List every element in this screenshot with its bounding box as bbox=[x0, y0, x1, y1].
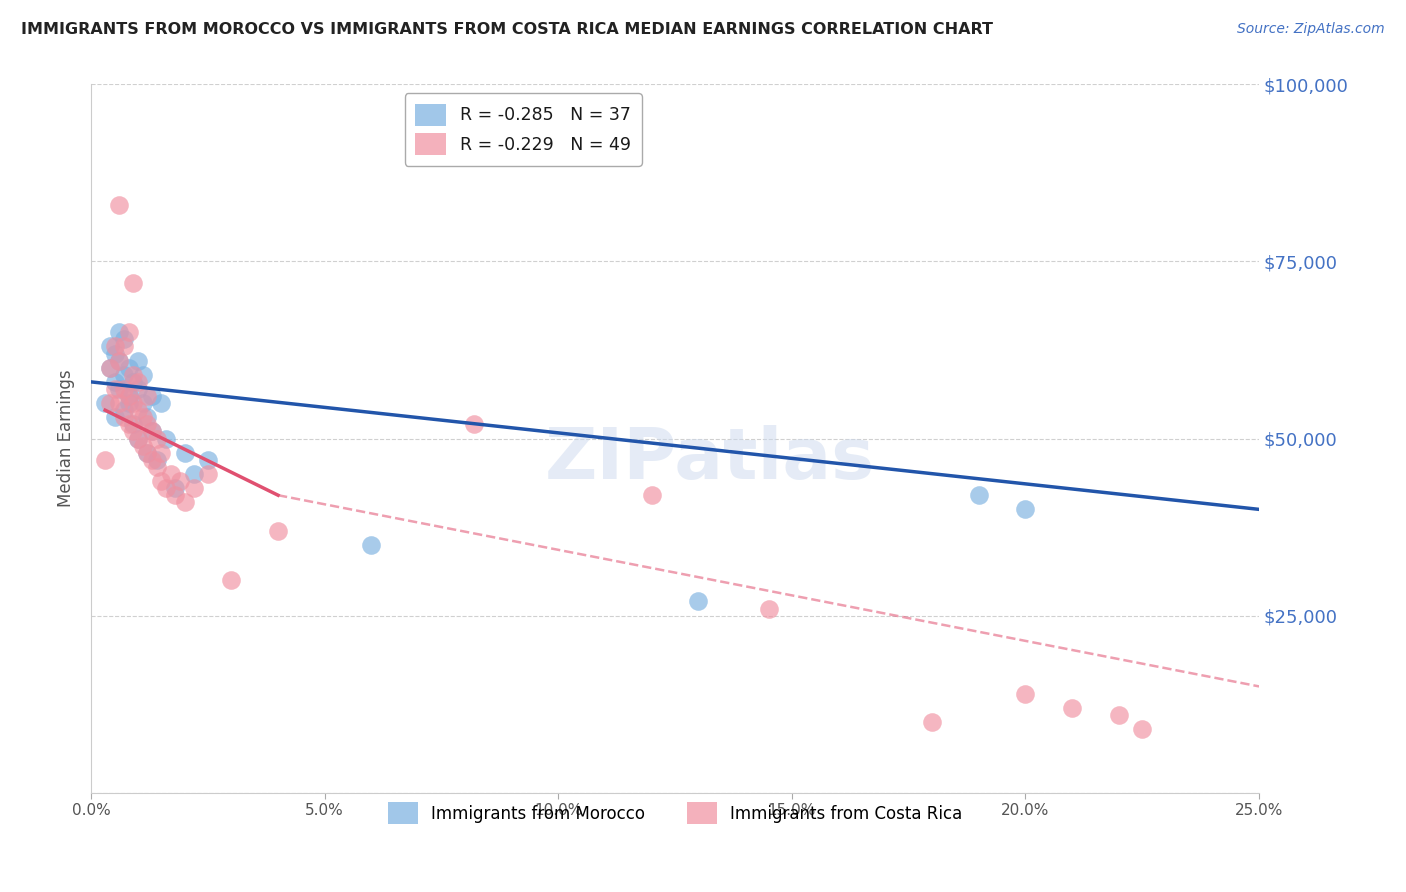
Point bbox=[1108, 707, 1130, 722]
Legend: Immigrants from Morocco, Immigrants from Costa Rica: Immigrants from Morocco, Immigrants from… bbox=[378, 792, 973, 834]
Point bbox=[117, 326, 139, 340]
Point bbox=[103, 375, 125, 389]
Point bbox=[150, 396, 173, 410]
Point bbox=[183, 467, 205, 481]
Point bbox=[141, 425, 163, 439]
Point bbox=[221, 573, 243, 587]
Point bbox=[122, 375, 145, 389]
Point bbox=[155, 432, 177, 446]
Point bbox=[169, 474, 191, 488]
Point bbox=[967, 488, 990, 502]
Point bbox=[136, 389, 159, 403]
Point bbox=[145, 459, 167, 474]
Point bbox=[117, 389, 139, 403]
Point bbox=[136, 446, 159, 460]
Point bbox=[112, 332, 135, 346]
Point bbox=[173, 446, 195, 460]
Point bbox=[122, 276, 145, 290]
Point bbox=[1014, 686, 1036, 700]
Point bbox=[103, 410, 125, 425]
Point bbox=[165, 488, 187, 502]
Point bbox=[136, 410, 159, 425]
Point bbox=[155, 481, 177, 495]
Point bbox=[117, 360, 139, 375]
Point bbox=[112, 403, 135, 417]
Point bbox=[122, 425, 145, 439]
Text: ZIPatlas: ZIPatlas bbox=[546, 425, 875, 494]
Point bbox=[150, 446, 173, 460]
Point bbox=[127, 403, 149, 417]
Point bbox=[98, 396, 121, 410]
Point bbox=[131, 410, 153, 425]
Point bbox=[1062, 700, 1084, 714]
Point bbox=[127, 432, 149, 446]
Point bbox=[150, 474, 173, 488]
Point bbox=[165, 481, 187, 495]
Point bbox=[117, 389, 139, 403]
Point bbox=[197, 467, 219, 481]
Point bbox=[108, 353, 131, 368]
Point bbox=[103, 346, 125, 360]
Point bbox=[112, 368, 135, 382]
Point bbox=[1014, 502, 1036, 516]
Point bbox=[108, 396, 131, 410]
Point bbox=[98, 360, 121, 375]
Point bbox=[122, 368, 145, 382]
Point bbox=[136, 446, 159, 460]
Point bbox=[141, 425, 163, 439]
Point bbox=[94, 452, 117, 467]
Point bbox=[103, 339, 125, 353]
Point bbox=[98, 339, 121, 353]
Point bbox=[136, 417, 159, 432]
Point bbox=[131, 439, 153, 453]
Point bbox=[108, 382, 131, 396]
Point bbox=[112, 382, 135, 396]
Point bbox=[94, 396, 117, 410]
Text: IMMIGRANTS FROM MOROCCO VS IMMIGRANTS FROM COSTA RICA MEDIAN EARNINGS CORRELATIO: IMMIGRANTS FROM MOROCCO VS IMMIGRANTS FR… bbox=[21, 22, 993, 37]
Point bbox=[103, 382, 125, 396]
Point bbox=[463, 417, 485, 432]
Point bbox=[641, 488, 664, 502]
Y-axis label: Median Earnings: Median Earnings bbox=[58, 370, 75, 508]
Point bbox=[122, 396, 145, 410]
Point bbox=[360, 538, 382, 552]
Point bbox=[122, 417, 145, 432]
Point bbox=[127, 353, 149, 368]
Point bbox=[267, 524, 290, 538]
Point bbox=[145, 432, 167, 446]
Point bbox=[131, 396, 153, 410]
Point bbox=[141, 389, 163, 403]
Point bbox=[758, 601, 780, 615]
Point bbox=[127, 382, 149, 396]
Point bbox=[688, 594, 710, 608]
Point bbox=[131, 368, 153, 382]
Point bbox=[1130, 722, 1153, 736]
Point bbox=[145, 452, 167, 467]
Point bbox=[112, 339, 135, 353]
Text: Source: ZipAtlas.com: Source: ZipAtlas.com bbox=[1237, 22, 1385, 37]
Point bbox=[112, 410, 135, 425]
Point bbox=[108, 198, 131, 212]
Point bbox=[173, 495, 195, 509]
Point bbox=[141, 452, 163, 467]
Point bbox=[921, 714, 943, 729]
Point bbox=[117, 396, 139, 410]
Point bbox=[127, 432, 149, 446]
Point bbox=[98, 360, 121, 375]
Point bbox=[108, 326, 131, 340]
Point bbox=[197, 452, 219, 467]
Point bbox=[117, 417, 139, 432]
Point bbox=[183, 481, 205, 495]
Point bbox=[127, 375, 149, 389]
Point bbox=[159, 467, 181, 481]
Point bbox=[108, 353, 131, 368]
